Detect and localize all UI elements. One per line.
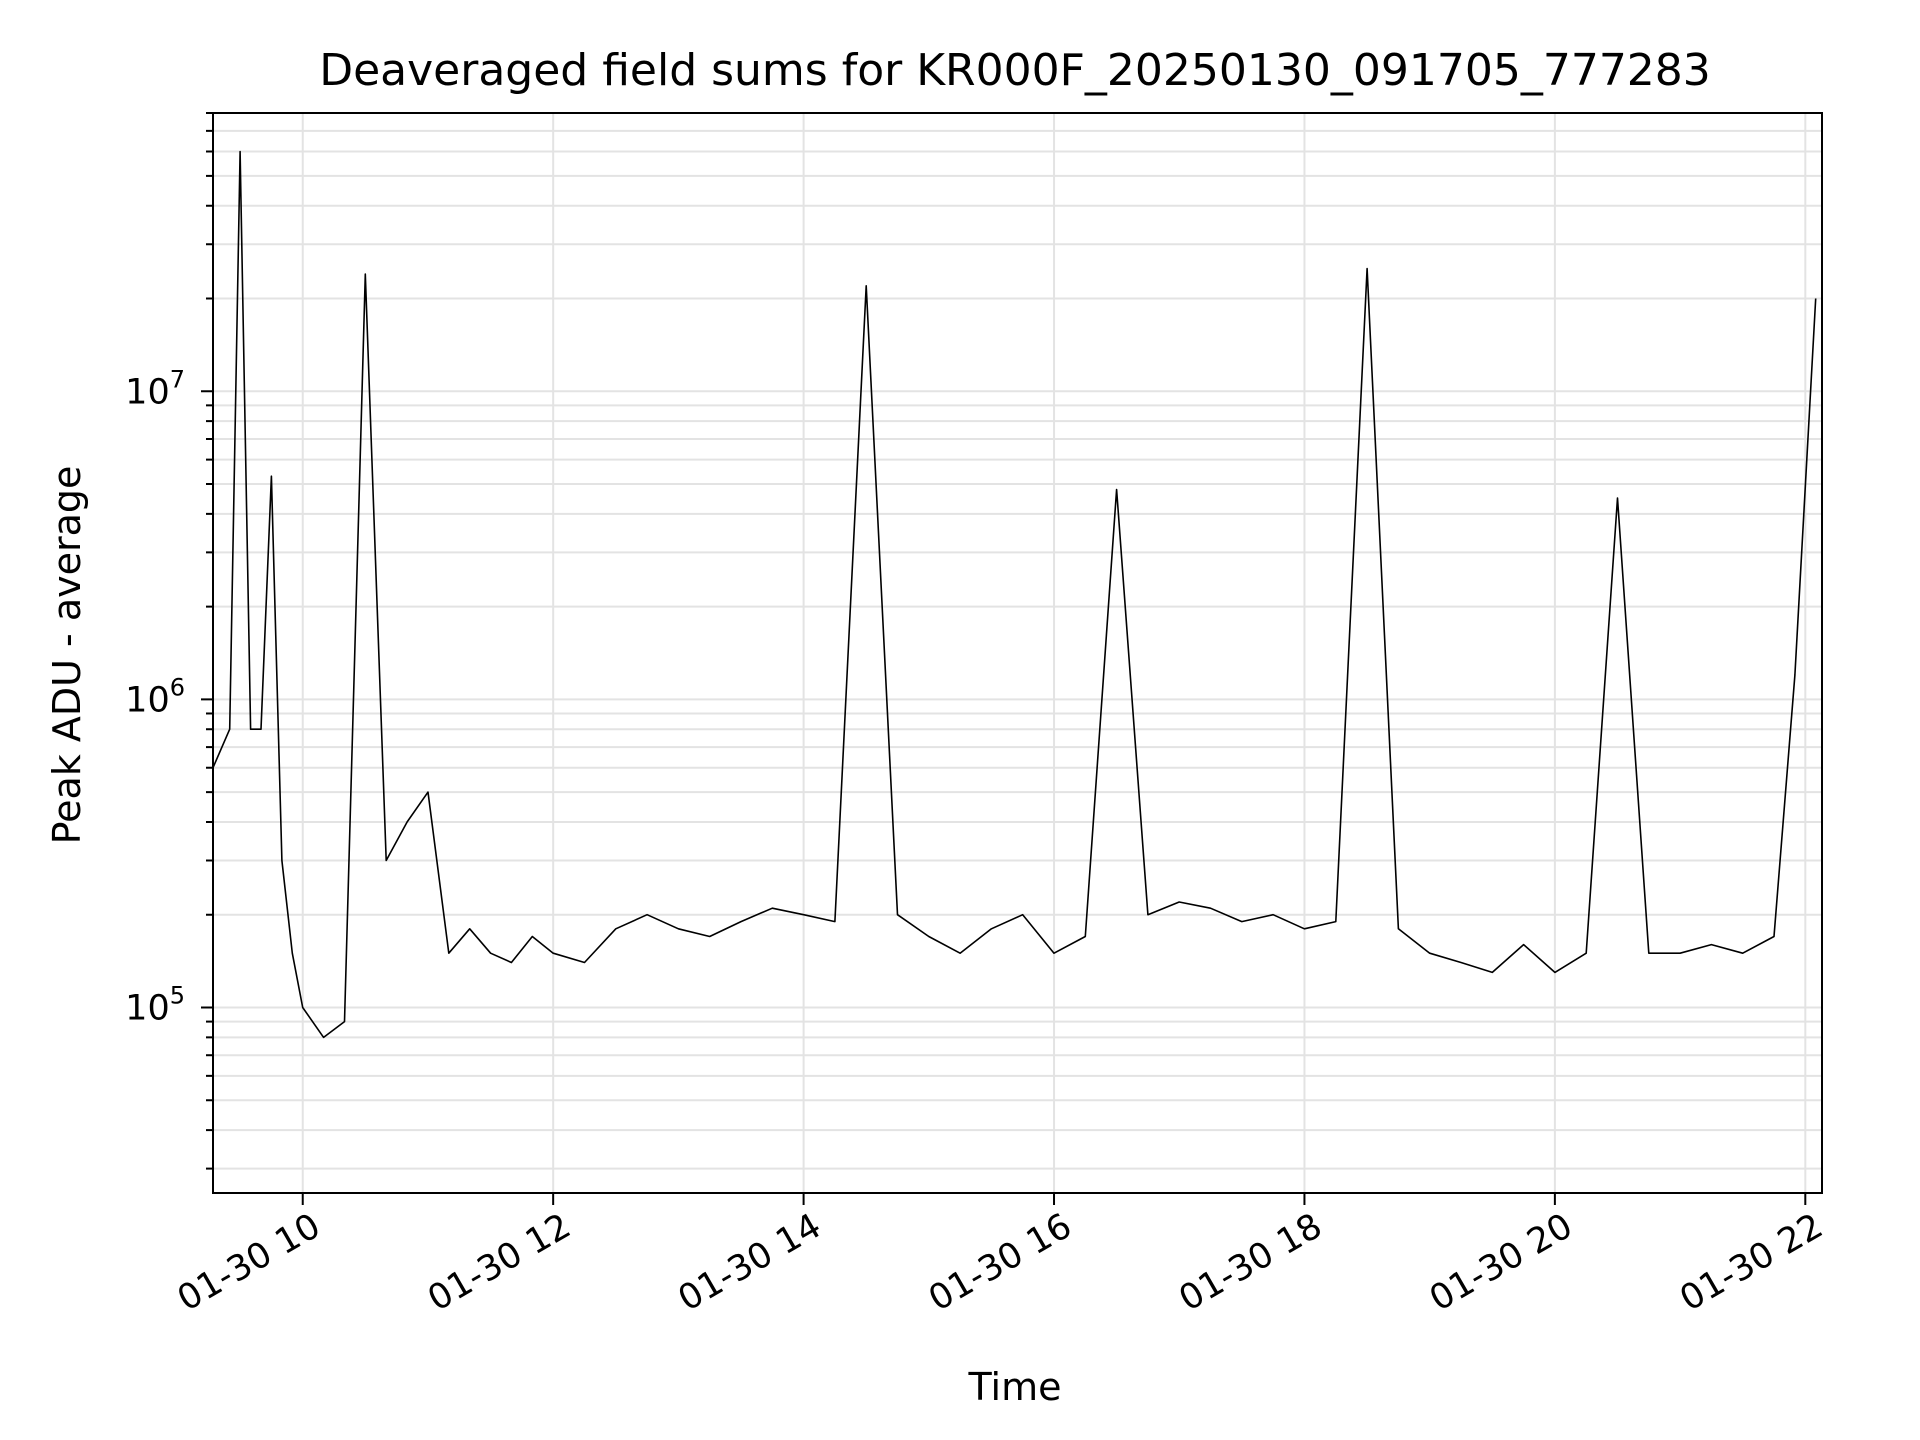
plot-frame [212, 112, 1823, 1194]
y-tick-exponent: 7 [170, 365, 185, 393]
y-tick-base: 10 [125, 988, 170, 1028]
y-tick-label: 106 [125, 673, 185, 720]
y-axis-label: Peak ADU - average [45, 466, 89, 845]
y-tick-exponent: 5 [170, 981, 185, 1009]
y-tick-base: 10 [125, 680, 170, 720]
series-layer [212, 150, 1817, 1039]
chart-title: Deaveraged field sums for KR000F_2025013… [319, 45, 1711, 96]
x-axis-label: Time [968, 1365, 1062, 1409]
y-tick-base: 10 [125, 372, 170, 412]
y-tick-label: 107 [125, 365, 185, 412]
y-tick-label: 105 [125, 981, 185, 1028]
y-tick-exponent: 6 [170, 673, 185, 701]
series-line [212, 150, 1817, 1039]
grid-layer [213, 112, 1822, 1193]
